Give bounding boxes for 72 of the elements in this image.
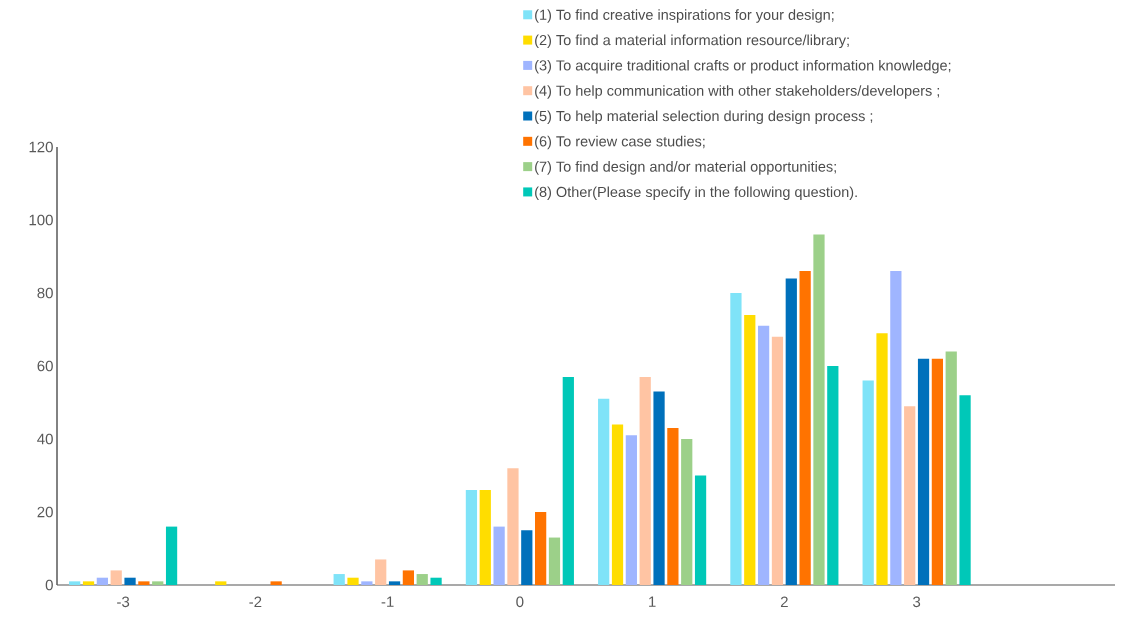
bar (402, 570, 415, 585)
legend-label: (7) To find design and/or material opportunities; (535, 161, 836, 175)
bar (493, 526, 505, 585)
bar (82, 581, 95, 585)
bar (730, 293, 742, 585)
bar (333, 574, 345, 585)
bar (744, 314, 756, 585)
bar (931, 358, 944, 585)
bar (69, 581, 81, 585)
bar (465, 490, 478, 585)
x-tick-label: 3 (913, 596, 921, 608)
bar (388, 581, 401, 585)
bar (876, 333, 888, 585)
bar (945, 351, 957, 585)
y-tick-label: 60 (37, 360, 53, 372)
y-tick-label: 20 (37, 506, 53, 518)
bar (548, 537, 561, 585)
bar (799, 271, 811, 585)
bar (959, 395, 971, 585)
bar (757, 325, 770, 585)
legend-label: (3) To acquire traditional crafts or product information knowledge; (535, 59, 951, 74)
bar (270, 581, 282, 585)
bar (917, 358, 930, 585)
y-tick-label: 80 (37, 287, 53, 299)
bar (361, 581, 373, 585)
x-tick-label: -3 (117, 596, 130, 608)
bar (562, 376, 574, 585)
bar (862, 380, 874, 585)
bar (165, 526, 178, 585)
bar (215, 581, 227, 585)
bar (771, 336, 784, 585)
bar (667, 428, 679, 585)
bar (904, 406, 916, 585)
bar (430, 577, 442, 585)
legend-label: (4) To help communication with other stakeholders/developers ; (535, 85, 940, 99)
bar (416, 574, 428, 585)
bar (152, 581, 164, 585)
bar (521, 530, 533, 585)
bar (639, 376, 651, 585)
bar (785, 278, 797, 585)
bar (138, 581, 150, 585)
bar (611, 424, 624, 585)
bar (813, 234, 825, 585)
bar (96, 577, 108, 585)
legend-label: (8) Other(Please specify in the following question). (535, 186, 857, 200)
y-tick-label: 0 (45, 579, 53, 591)
x-tick-label: 2 (780, 596, 788, 608)
x-tick-label: 0 (516, 596, 524, 608)
bar (535, 512, 547, 585)
bar (653, 391, 665, 585)
bar (110, 570, 122, 585)
bar (479, 490, 491, 585)
x-tick-label: 1 (649, 596, 656, 607)
bar (681, 439, 693, 585)
bar (694, 475, 707, 585)
bar (375, 559, 387, 585)
legend-label: (6) To review case studies; (535, 135, 705, 150)
x-tick-label: -2 (249, 596, 262, 608)
legend-label: (1) To find creative inspirations for your design; (535, 9, 834, 23)
legend-label: (5) To help material selection during design process ; (535, 110, 873, 125)
bar (507, 468, 519, 585)
y-tick-label: 100 (29, 214, 53, 226)
y-tick-label: 120 (29, 141, 53, 153)
y-tick-label: 40 (37, 433, 53, 445)
bar (347, 577, 359, 585)
bar (124, 577, 136, 585)
bar (827, 366, 839, 585)
legend-label: (2) To find a material information resource/library; (535, 34, 849, 49)
bar (625, 435, 637, 585)
x-tick-label: -1 (381, 596, 394, 607)
bar (890, 271, 902, 585)
bar (598, 398, 610, 585)
